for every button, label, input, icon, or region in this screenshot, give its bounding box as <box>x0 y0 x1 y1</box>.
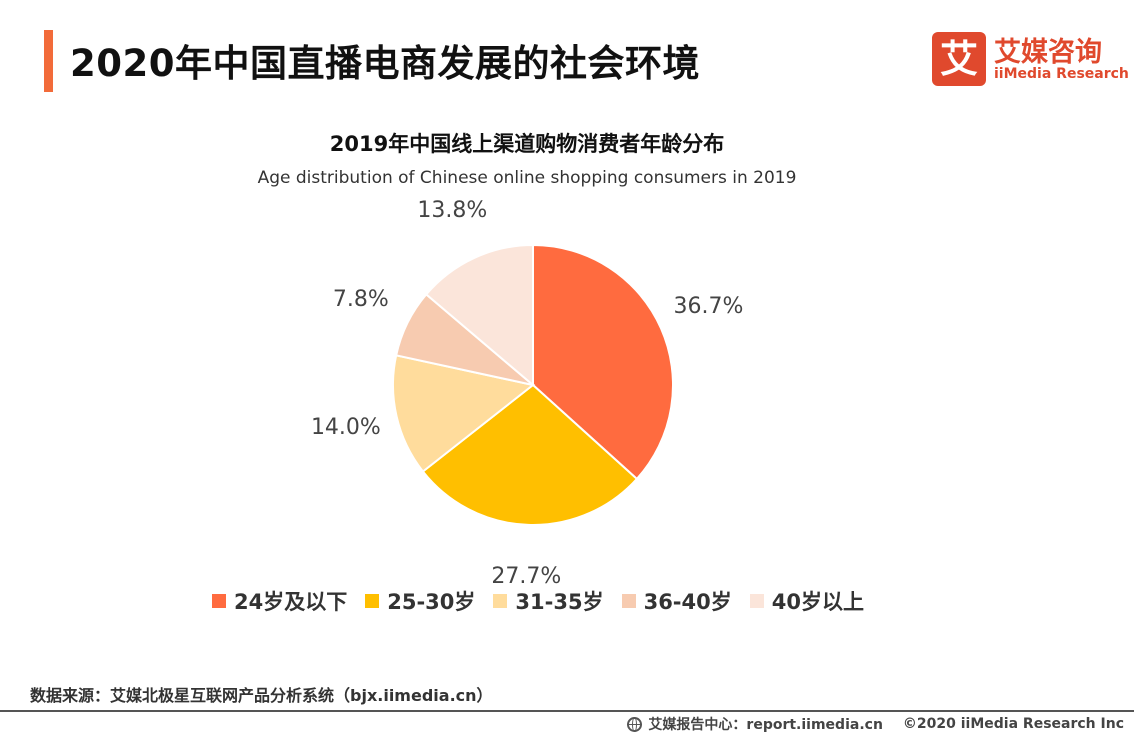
pie-slice-5 <box>424 243 534 388</box>
title-accent-bar <box>44 30 53 92</box>
chart-subtitle: Age distribution of Chinese online shopp… <box>257 168 797 188</box>
legend-swatch-4 <box>621 594 636 608</box>
globe-icon <box>627 716 643 732</box>
legend-swatch-3 <box>493 594 508 608</box>
chart-legend: 24岁及以下 25-30岁 31-35岁 36-40岁 40岁以上 <box>0 586 1076 616</box>
iimedia-logo: 艾 艾媒咨询 iiMedia Research <box>932 30 1129 90</box>
chart-title: 2019年中国线上渠道购物消费者年龄分布 <box>329 132 725 156</box>
copyright: ©2020 iiMedia Research Inc <box>902 716 1124 732</box>
pie-label-3: 14.0% <box>311 415 381 440</box>
legend-swatch-5 <box>749 594 764 608</box>
pie-label-5: 13.8% <box>417 198 487 223</box>
pie-slice-2 <box>421 383 639 526</box>
pie-label-2: 27.7% <box>491 564 561 589</box>
pie-label-4: 7.8% <box>333 287 389 312</box>
page-title: 2020年中国直播电商发展的社会环境 <box>70 42 700 85</box>
legend-item-2: 25-30岁 <box>365 586 475 616</box>
logo-name-cn: 艾媒咨询 <box>994 37 1102 68</box>
legend-item-3: 31-35岁 <box>493 586 604 616</box>
legend-label-1: 24岁及以下 <box>234 590 348 614</box>
data-source: 数据来源：艾媒北极星互联网产品分析系统（bjx.iimedia.cn） <box>30 686 493 705</box>
pie-label-1: 36.7% <box>674 294 744 319</box>
logo-name-en: iiMedia Research <box>994 66 1129 82</box>
legend-swatch-1 <box>212 594 226 608</box>
legend-item-1: 24岁及以下 <box>212 586 347 616</box>
legend-label-4: 36-40岁 <box>643 590 732 614</box>
logo-icon: 艾 <box>932 32 986 86</box>
legend-label-5: 40岁以上 <box>771 590 864 614</box>
legend-label-2: 25-30岁 <box>387 590 476 614</box>
legend-label-3: 31-35岁 <box>515 590 604 614</box>
legend-item-4: 36-40岁 <box>621 586 732 616</box>
report-center-link: 艾媒报告中心：report.iimedia.cn <box>648 717 883 733</box>
pie-slice-1 <box>532 243 674 481</box>
footer-divider <box>0 710 1134 712</box>
legend-swatch-2 <box>365 594 380 608</box>
footer: 艾媒报告中心：report.iimedia.cn ©2020 iiMedia R… <box>627 714 1124 734</box>
legend-item-5: 40岁以上 <box>749 586 864 616</box>
pie-slice-3 <box>392 354 536 473</box>
